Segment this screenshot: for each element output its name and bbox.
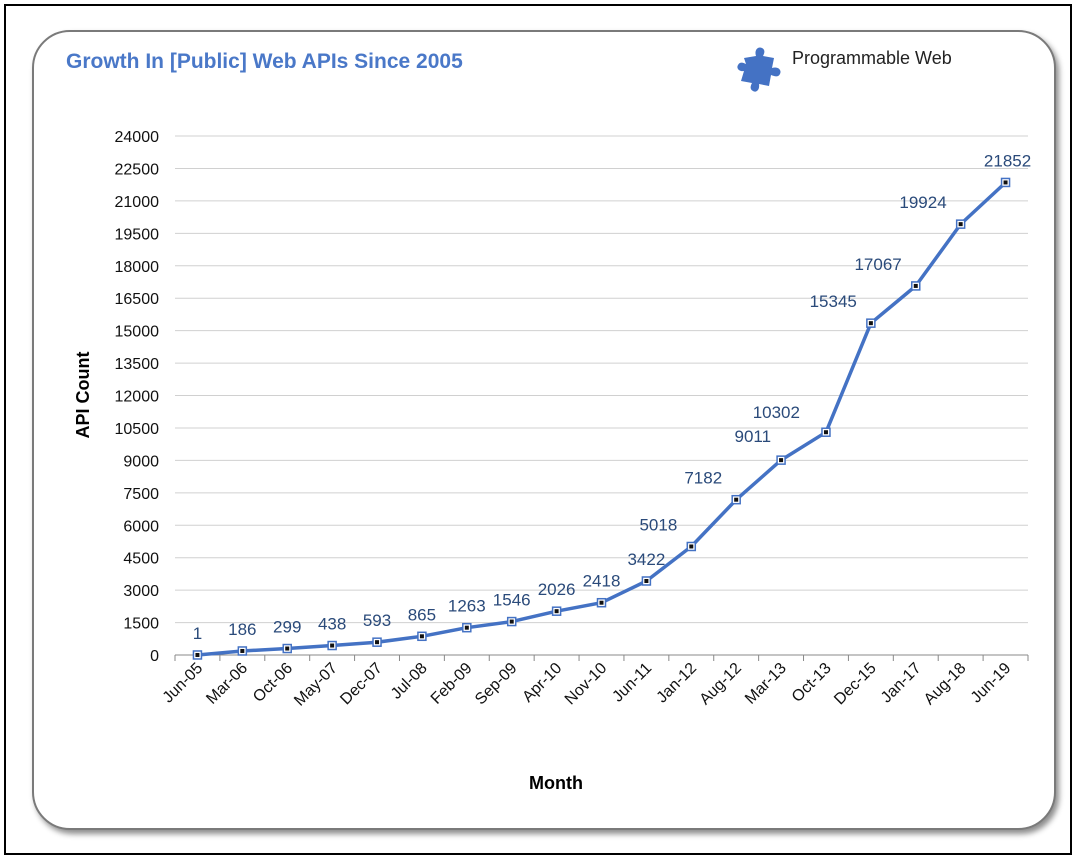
data-label: 9011	[735, 427, 772, 446]
y-tick-label: 21000	[115, 194, 160, 211]
y-tick-label: 16500	[115, 291, 160, 308]
data-label: 3422	[627, 550, 665, 569]
y-tick-label: 6000	[123, 518, 159, 535]
data-label: 299	[273, 618, 301, 637]
data-point-core	[644, 578, 649, 583]
x-tick-label: Mar-13	[742, 660, 790, 708]
x-tick-label: Jan-12	[654, 660, 701, 707]
y-tick-label: 19500	[115, 226, 160, 243]
x-axis-title: Month	[529, 773, 583, 793]
data-label: 21852	[984, 151, 1031, 170]
data-label: 15345	[810, 292, 857, 311]
x-tick-label: May-07	[291, 660, 341, 710]
data-point-core	[375, 640, 380, 645]
y-tick-label: 9000	[123, 453, 159, 470]
chart-title: Growth In [Public] Web APIs Since 2005	[66, 50, 463, 73]
y-tick-label: 24000	[115, 129, 160, 146]
x-tick-label: Mar-06	[203, 660, 251, 708]
data-point-core	[868, 321, 873, 326]
data-label: 438	[318, 615, 346, 634]
data-point-core	[958, 222, 963, 227]
data-point-core	[554, 609, 559, 614]
data-label: 5018	[639, 515, 677, 534]
data-point-core	[779, 458, 784, 463]
data-label: 1	[193, 624, 202, 643]
y-tick-label: 15000	[115, 324, 160, 341]
y-axis-title: API Count	[73, 352, 93, 439]
x-tick-label: Jan-17	[878, 660, 925, 707]
y-tick-label: 22500	[115, 161, 160, 178]
data-point-core	[419, 634, 424, 639]
data-label: 186	[228, 620, 256, 639]
data-point-core	[1003, 180, 1008, 185]
y-tick-label: 0	[150, 648, 159, 665]
y-tick-label: 18000	[115, 259, 160, 276]
data-labels: 1 186 299 438 593 865 1263 1546 2026 2418 3422 5018…	[193, 151, 1031, 643]
data-label: 1263	[448, 597, 486, 616]
x-tick-label: Jun-19	[968, 660, 1015, 707]
data-point-core	[823, 430, 828, 435]
x-tick-label: Feb-09	[428, 660, 476, 708]
data-label: 2418	[583, 572, 621, 591]
chart-card	[32, 30, 1056, 830]
gridlines	[175, 135, 1028, 624]
data-label: 7182	[684, 469, 722, 488]
data-point-core	[599, 600, 604, 605]
data-label: 593	[363, 611, 391, 630]
x-tick-label: Jul-08	[388, 660, 431, 703]
y-tick-label: 10500	[115, 421, 160, 438]
data-point-core	[330, 643, 335, 648]
x-tick-label: Jun-11	[609, 660, 655, 706]
y-tick-label: 1500	[123, 616, 159, 633]
x-tick-label: Aug-12	[697, 660, 746, 709]
y-tick-label: 7500	[123, 486, 159, 503]
y-tick-label: 4500	[123, 551, 159, 568]
x-tick-label: Dec-07	[337, 660, 386, 709]
data-point-core	[734, 497, 739, 502]
puzzle-piece-icon	[737, 47, 781, 92]
x-tick-label: Apr-10	[519, 660, 565, 706]
y-tick-label: 3000	[123, 583, 159, 600]
brand-label: Programmable Web	[792, 48, 952, 68]
data-markers	[192, 177, 1011, 660]
data-label: 2026	[538, 580, 576, 599]
y-tick-label: 13500	[115, 356, 160, 373]
x-tick-label: Aug-18	[921, 660, 970, 709]
data-point-core	[240, 648, 245, 653]
data-point-core	[509, 619, 514, 624]
data-point-core	[913, 283, 918, 288]
data-point-core	[195, 652, 200, 657]
x-tick-label: Dec-15	[831, 660, 880, 709]
y-tick-label: 12000	[115, 389, 160, 406]
data-label: 1546	[493, 591, 531, 610]
x-tick-label: Oct-13	[789, 660, 835, 706]
data-label: 19924	[899, 193, 946, 212]
data-label: 865	[408, 605, 436, 624]
data-point-core	[689, 544, 694, 549]
data-label: 17067	[854, 255, 901, 274]
x-tick-label: Jun-05	[160, 660, 207, 707]
x-tick-label: Oct-06	[250, 660, 296, 706]
data-label: 10302	[753, 403, 800, 422]
x-tick-label: Nov-10	[562, 660, 611, 709]
x-tick-label: Sep-09	[472, 660, 521, 709]
y-axis-ticks: 0 1500 3000 4500 6000 7500 9000 10500 12000 13500…	[115, 129, 160, 665]
data-point-core	[464, 625, 469, 630]
data-point-core	[285, 646, 290, 651]
